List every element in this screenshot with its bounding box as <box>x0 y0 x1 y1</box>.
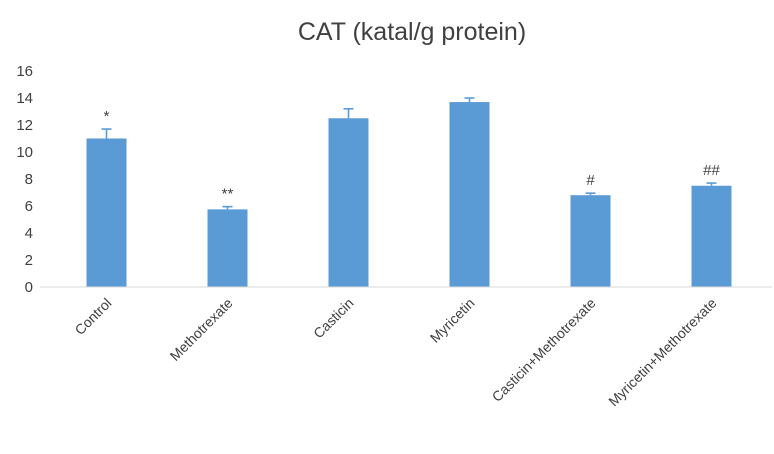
bar <box>570 195 611 287</box>
bar <box>86 138 127 287</box>
bar <box>207 209 248 287</box>
y-tick-label: 10 <box>16 144 33 161</box>
bar <box>328 118 369 287</box>
y-tick-label: 12 <box>16 117 33 134</box>
x-tick-label: Casticin <box>310 295 357 342</box>
significance-label: # <box>586 172 595 189</box>
y-tick-label: 2 <box>25 252 33 269</box>
x-tick-label: Control <box>71 295 114 338</box>
y-tick-label: 6 <box>25 198 33 215</box>
y-tick-label: 16 <box>16 63 33 80</box>
y-axis: 0 2 4 6 8 10 12 14 16 <box>16 63 33 296</box>
bar <box>691 185 732 287</box>
bar <box>449 102 490 287</box>
y-tick-label: 8 <box>25 171 33 188</box>
y-tick-label: 4 <box>25 225 33 242</box>
bars: ***### <box>86 97 732 287</box>
significance-label: ** <box>222 186 234 203</box>
y-tick-label: 0 <box>25 279 33 296</box>
significance-label: ## <box>703 162 720 179</box>
significance-label: * <box>104 108 110 125</box>
x-axis: Control Methotrexate Casticin Myricetin Cast… <box>71 295 719 410</box>
y-tick-label: 14 <box>16 90 33 107</box>
x-tick-label: Casticin+Methotrexate <box>489 295 599 405</box>
x-tick-label: Myricetin+Methotrexate <box>605 295 720 410</box>
x-tick-label: Methotrexate <box>167 295 236 364</box>
x-tick-label: Myricetin <box>427 295 478 346</box>
chart-title: CAT (katal/g protein) <box>298 18 526 46</box>
